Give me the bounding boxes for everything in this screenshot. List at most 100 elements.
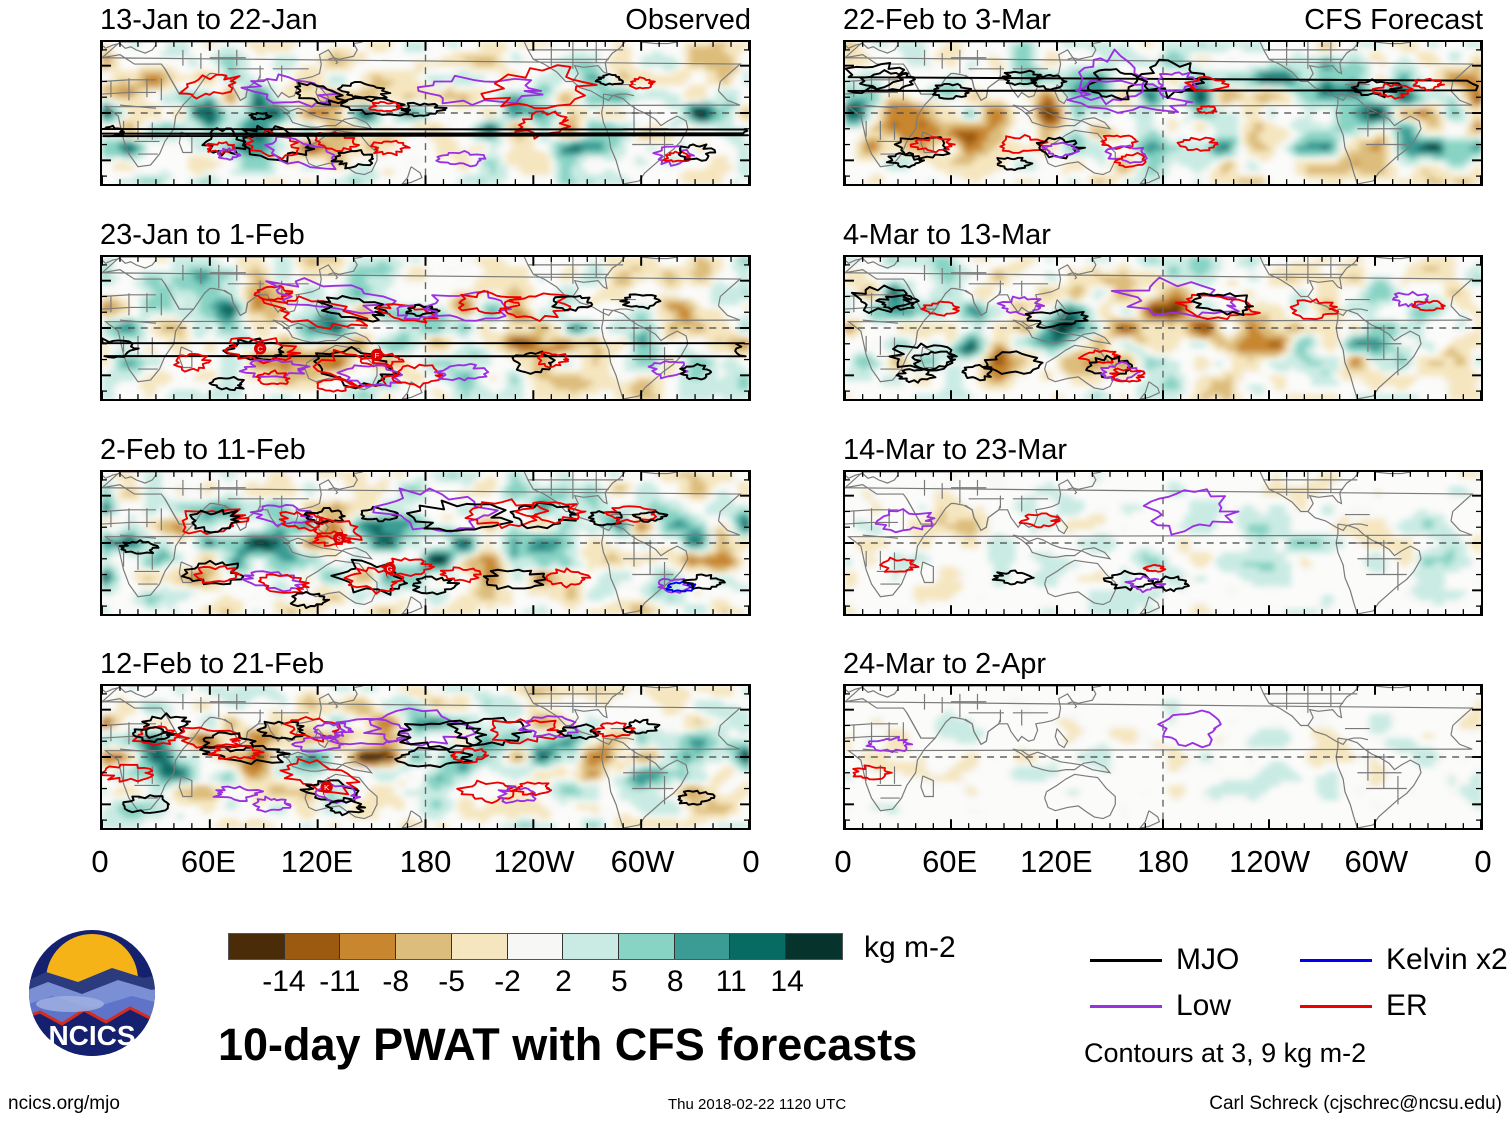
colorbar-band [284, 934, 341, 959]
wave-contours [852, 709, 1222, 781]
legend-line-low [1090, 1004, 1162, 1008]
colorbar-band [340, 934, 397, 959]
x-axis-right: 0 60E 120E 180 120W 60W 0 [834, 844, 1491, 882]
ncics-logo: NCICS [22, 928, 162, 1058]
storm-marker[interactable]: G [383, 557, 396, 579]
legend-item-low: Low [1090, 991, 1231, 1021]
x-axis-tick-label: 120W [493, 844, 575, 879]
colorbar-unit-label: kg m-2 [864, 931, 956, 964]
legend-label-low: Low [1176, 989, 1232, 1022]
map-field: K [102, 686, 749, 828]
wave-contours [102, 64, 749, 171]
storm-marker[interactable]: S [333, 527, 346, 549]
map-field [845, 686, 1481, 828]
map-panel: 13-Jan to 22-Jan Observed [100, 6, 751, 186]
colorbar-band [229, 934, 285, 959]
footer-timestamp: Thu 2018-02-22 1120 UTC [668, 1096, 847, 1113]
map-panel: 14-Mar to 23-Mar [843, 436, 1483, 616]
colorbar-band [396, 934, 452, 959]
x-axis-tick-label: 60W [1344, 844, 1409, 879]
legend-line-mjo [1090, 958, 1162, 962]
panel-title: 24-Mar to 2-Apr [843, 648, 1047, 680]
map-area[interactable] [100, 40, 751, 186]
map-field [102, 42, 749, 184]
colorbar-tick-label: 11 [715, 965, 747, 998]
map-area[interactable] [843, 40, 1483, 186]
colorbar-tick-label: 8 [666, 965, 684, 998]
panel-title: 2-Feb to 11-Feb [100, 434, 306, 466]
footer-site[interactable]: ncics.org/mjo [8, 1093, 120, 1114]
colorbar-band [786, 934, 842, 959]
map-field: SG [102, 472, 749, 614]
colorbar-tick-label: 5 [611, 965, 628, 998]
colorbar-gradient [228, 933, 843, 960]
map-area[interactable] [843, 470, 1483, 616]
column-header: Observed [625, 4, 751, 36]
x-axis-tick-label: 120W [1229, 844, 1311, 879]
wave-contours [850, 276, 1446, 384]
colorbar-ticks: -14 -11 -8 -5 -2 2 5 8 11 14 [228, 967, 843, 1001]
colorbar-band [507, 934, 564, 959]
colorbar-band [674, 934, 731, 959]
colorbar-band [563, 934, 620, 959]
legend-item-mjo: MJO [1090, 945, 1239, 975]
x-axis-tick-label: 180 [399, 844, 452, 879]
panel-title: 14-Mar to 23-Mar [843, 434, 1068, 466]
storm-marker[interactable]: C [253, 337, 267, 360]
legend-item-er: ER [1300, 991, 1428, 1021]
legend-label-er: ER [1386, 989, 1428, 1022]
x-axis-tick-label: 60E [922, 844, 978, 879]
x-axis-tick-label: 180 [1137, 844, 1189, 879]
panel-title: 4-Mar to 13-Mar [843, 219, 1051, 251]
map-area[interactable]: K [100, 684, 751, 830]
panel-title: 13-Jan to 22-Jan [100, 4, 318, 36]
colorbar-tick-label: -11 [319, 965, 361, 998]
x-axis-tick-label: 60E [180, 844, 237, 879]
panel-title: 22-Feb to 3-Mar [843, 4, 1051, 36]
x-axis-tick-label: 0 [91, 844, 109, 879]
wave-contours [102, 707, 716, 817]
column-header: CFS Forecast [1304, 4, 1483, 36]
map-field: CF [102, 257, 749, 399]
colorbar-tick-label: -5 [438, 965, 465, 998]
coastlines [845, 686, 1474, 828]
x-axis-tick-label: 0 [742, 844, 760, 879]
map-field [845, 472, 1481, 614]
x-axis-tick-label: 120E [280, 844, 354, 879]
wave-contours [874, 488, 1240, 594]
storm-marker[interactable]: K [320, 776, 333, 798]
legend-line-er [1300, 1004, 1372, 1008]
colorbar-band [619, 934, 675, 959]
colorbar-tick-label: -8 [382, 965, 410, 998]
colorbar-tick-label: 14 [770, 965, 804, 998]
coastlines [845, 472, 1474, 614]
colorbar-band [451, 934, 508, 959]
coastlines [845, 257, 1474, 399]
main-title: 10-day PWAT with CFS forecasts [218, 1019, 918, 1070]
map-panel: 12-Feb to 21-Feb K [100, 650, 751, 830]
coastlines [102, 472, 742, 614]
map-panel: 4-Mar to 13-Mar [843, 221, 1483, 401]
x-axis-tick-label: 0 [834, 844, 852, 879]
legend-item-kelvin: Kelvin x2 [1300, 945, 1508, 975]
map-area[interactable] [843, 255, 1483, 401]
wave-contours [845, 48, 1479, 171]
x-axis-tick-label: 120E [1020, 844, 1093, 879]
map-panel: 24-Mar to 2-Apr [843, 650, 1483, 830]
x-axis-left: 0 60E 120E 180 120W 60W 0 [91, 844, 759, 882]
colorbar-band [730, 934, 787, 959]
map-field [845, 42, 1481, 184]
logo-text: NCICS [48, 1020, 135, 1051]
storm-marker[interactable]: F [370, 344, 384, 366]
legend-label-kelvin: Kelvin x2 [1386, 943, 1508, 976]
map-panel: 22-Feb to 3-Mar CFS Forecast [843, 6, 1483, 186]
footer-author: Carl Schreck (cjschrec@ncsu.edu) [1209, 1093, 1502, 1114]
contour-legend: MJO Kelvin x2 Low ER Contours at 3, 9 kg… [1084, 945, 1508, 1067]
colorbar-tick-label: 2 [555, 965, 572, 998]
map-area[interactable] [843, 684, 1483, 830]
